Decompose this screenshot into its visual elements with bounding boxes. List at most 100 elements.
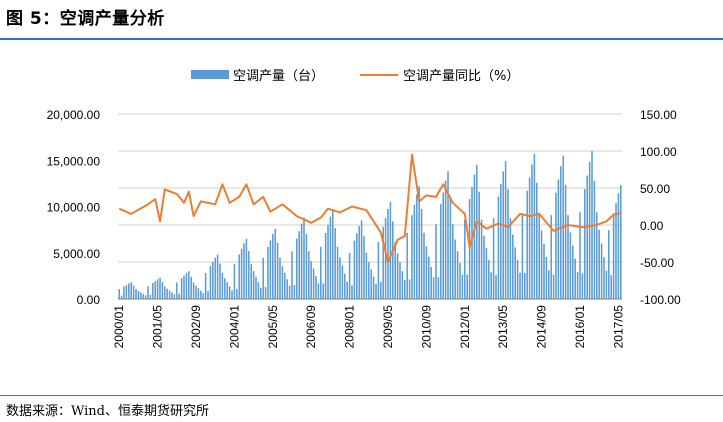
bar [548, 270, 550, 299]
bar [524, 272, 526, 299]
x-tick-label: 2013/05 [496, 305, 510, 349]
bar [298, 231, 300, 299]
bar [368, 262, 370, 299]
bar [430, 266, 432, 299]
bar [411, 215, 413, 299]
right-tick-label: 100.00 [640, 145, 677, 159]
bar [437, 277, 440, 299]
bar [384, 217, 387, 299]
bar [579, 212, 581, 299]
bar [514, 247, 516, 299]
bar [596, 212, 598, 299]
bar [336, 246, 339, 299]
bar [293, 285, 296, 299]
bar [214, 257, 216, 299]
bar [317, 283, 320, 299]
bar [344, 273, 346, 299]
line-series [118, 153, 621, 263]
bar [348, 252, 351, 299]
bar [144, 295, 147, 299]
bar [605, 270, 608, 299]
bar [334, 228, 336, 299]
bar [264, 286, 267, 299]
bar [228, 286, 231, 299]
bar [497, 196, 500, 299]
bar [240, 248, 243, 299]
bar [130, 282, 132, 299]
x-tick-label: 2014/09 [535, 305, 549, 349]
bar [128, 283, 130, 299]
bar [576, 272, 579, 299]
bar [156, 279, 159, 299]
bar [581, 273, 584, 299]
bar [394, 241, 396, 299]
bar [490, 272, 492, 299]
x-tick-label: 2017/05 [611, 305, 625, 349]
right-tick-label: 50.00 [640, 182, 670, 196]
bar [180, 278, 183, 299]
bar [509, 218, 512, 299]
bar [341, 265, 344, 299]
bar [140, 292, 142, 299]
bar [346, 281, 348, 299]
bar [600, 243, 603, 299]
bar [500, 183, 502, 299]
bar [423, 232, 425, 299]
bar [252, 271, 255, 299]
bar [396, 253, 399, 299]
bar [233, 263, 236, 299]
bar [339, 257, 341, 299]
bar [466, 274, 468, 299]
bar [125, 285, 128, 299]
bar [173, 294, 176, 299]
bar [507, 189, 509, 299]
bar [243, 243, 245, 299]
bar [216, 254, 219, 299]
bar [358, 226, 360, 299]
bar [262, 257, 264, 299]
bar [219, 263, 221, 299]
x-tick-label: 2004/01 [227, 305, 241, 349]
bar [406, 232, 408, 299]
bar [526, 190, 528, 299]
bar [209, 266, 212, 299]
bar [370, 269, 372, 299]
source-note: 数据来源：Wind、恒泰期货研究所 [6, 404, 209, 419]
bar [310, 261, 312, 299]
bar [442, 192, 444, 299]
x-tick-label: 2008/01 [343, 305, 357, 349]
bar [132, 285, 135, 299]
bar [608, 230, 610, 299]
bar [123, 286, 125, 299]
bar [372, 276, 375, 299]
bar [248, 251, 250, 299]
bar [288, 285, 291, 299]
bar [588, 161, 591, 299]
bar [476, 164, 478, 300]
bar [327, 224, 329, 299]
bar [557, 179, 560, 299]
bar [473, 174, 476, 299]
bar [538, 213, 540, 299]
bar [322, 283, 324, 299]
bar [461, 274, 464, 299]
bar [305, 234, 308, 299]
bar [456, 251, 459, 299]
bar [418, 186, 420, 299]
bar [197, 288, 200, 299]
bar [404, 280, 406, 299]
bar [137, 290, 140, 299]
bar [572, 245, 574, 299]
x-tick-label: 2002/09 [189, 305, 203, 349]
bar [540, 230, 543, 299]
bar [464, 219, 466, 299]
bar [536, 182, 538, 299]
x-tick-label: 2000/01 [112, 305, 126, 349]
bar [528, 177, 531, 299]
right-tick-label: -50.00 [640, 256, 674, 270]
bar [245, 238, 248, 300]
bar [516, 260, 519, 299]
bar [255, 276, 257, 299]
bar [178, 293, 180, 299]
bar [332, 210, 334, 299]
